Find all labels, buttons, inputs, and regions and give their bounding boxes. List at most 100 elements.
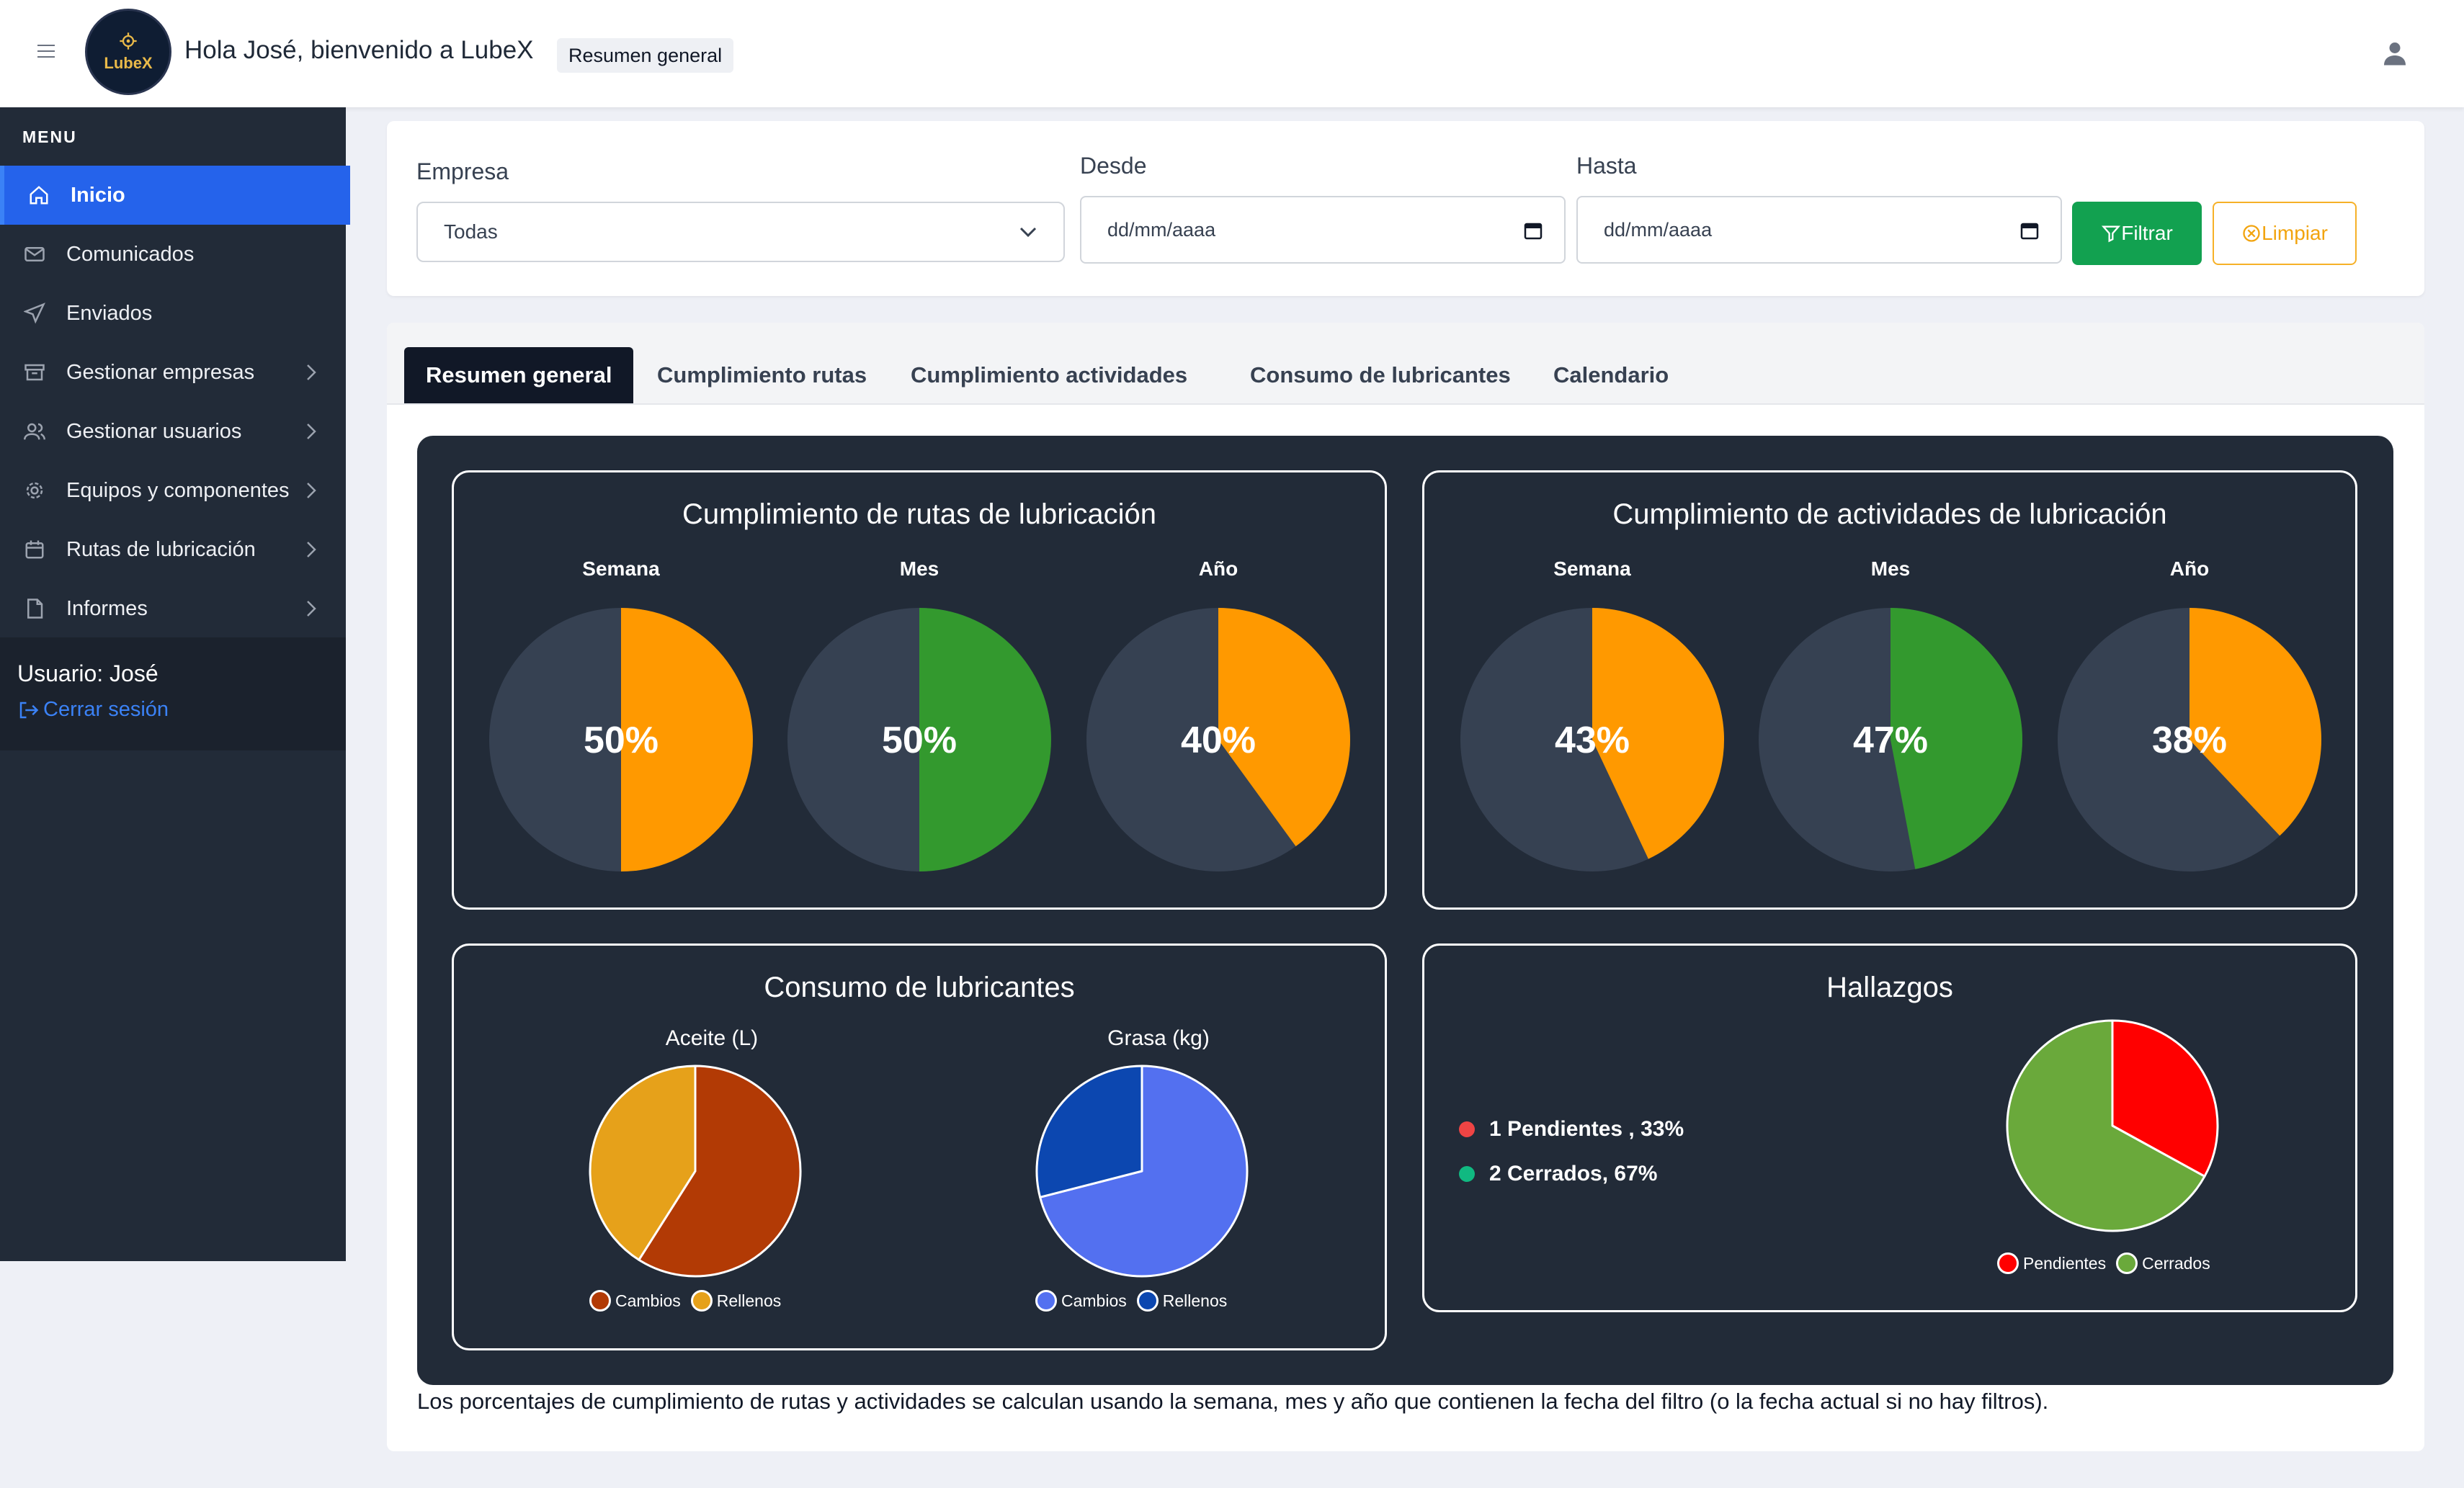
logout-label: Cerrar sesión — [43, 698, 169, 721]
user-account-icon[interactable] — [2382, 40, 2408, 66]
limpiar-button[interactable]: Limpiar — [2213, 202, 2357, 265]
breadcrumb: Resumen general — [557, 38, 734, 73]
sidebar-item-equipos-componentes[interactable]: Equipos y componentes — [0, 461, 346, 520]
empresa-select[interactable]: Todas — [416, 202, 1065, 262]
sidebar-item-label: Rutas de lubricación — [66, 537, 256, 561]
pie-slice-cerrados[interactable] — [2006, 1019, 2206, 1232]
legend-pendientes[interactable]: Pendientes — [1997, 1252, 2106, 1274]
cerrados-text: 2 Cerrados, 67% — [1489, 1162, 1658, 1186]
sidebar-item-enviados[interactable]: Enviados — [0, 284, 346, 343]
hallazgos-pie — [2006, 1019, 2219, 1232]
tab-cumplimiento-rutas[interactable]: Cumplimiento rutas — [657, 362, 867, 387]
pie-value-slice[interactable] — [621, 608, 753, 871]
gear-icon — [23, 479, 46, 502]
legend-label: Cerrados — [2142, 1253, 2210, 1273]
sidebar-item-label: Inicio — [71, 183, 125, 207]
chevron-down-icon — [1019, 227, 1037, 238]
legend-cerrados[interactable]: Cerrados — [2116, 1252, 2210, 1274]
legend-label: Cambios — [615, 1291, 681, 1310]
filtrar-label: Filtrar — [2121, 222, 2173, 244]
desde-label: Desde — [1080, 153, 1147, 179]
pie-value-slice[interactable] — [919, 608, 1051, 871]
tab-cumplimiento-actividades[interactable]: Cumplimiento actividades — [911, 362, 1188, 387]
tab-calendario[interactable]: Calendario — [1553, 362, 1669, 387]
hamburger-menu-icon[interactable] — [37, 45, 55, 58]
pie-slice-rellenos[interactable] — [589, 1065, 697, 1261]
logout-icon — [19, 702, 39, 718]
pendientes-dot — [1459, 1121, 1475, 1137]
legend-swatch — [2116, 1252, 2138, 1274]
sidebar-item-label: Enviados — [66, 301, 153, 325]
pie-value-slice[interactable] — [1592, 608, 1724, 859]
pie-percent-label: 50% — [584, 720, 659, 761]
greeting-text: Hola José, bienvenido a LubeX — [184, 36, 534, 64]
sidebar-item-gestionar-usuarios[interactable]: Gestionar usuarios — [0, 402, 346, 461]
legend-swatch — [1035, 1290, 1057, 1312]
tab-resumen-general[interactable]: Resumen general — [404, 347, 634, 403]
sidebar-item-comunicados[interactable]: Comunicados — [0, 225, 346, 284]
consumo-panel: Consumo de lubricantes Aceite (L) Grasa … — [452, 944, 1387, 1350]
filtrar-button[interactable]: Filtrar — [2072, 202, 2202, 265]
sidebar: MENU Inicio Comunicados Enviados Gestion… — [0, 107, 350, 1261]
consumo-title: Consumo de lubricantes — [764, 972, 1075, 1003]
sidebar-item-inicio[interactable]: Inicio — [0, 166, 350, 225]
legend-rellenos[interactable]: Rellenos — [1136, 1290, 1228, 1312]
hasta-placeholder: dd/mm/aaaa — [1604, 219, 1713, 241]
rutas-semana-label: Semana — [582, 557, 660, 580]
chevron-right-icon — [307, 364, 316, 380]
lubex-logo[interactable]: LubeX — [85, 9, 171, 95]
desde-date-input[interactable]: dd/mm/aaaa — [1080, 196, 1566, 264]
rutas-title: Cumplimiento de rutas de lubricación — [682, 498, 1157, 530]
legend-label: Rellenos — [1162, 1291, 1228, 1310]
send-icon — [23, 302, 46, 325]
pie-slice-cambios[interactable] — [638, 1065, 802, 1278]
sidebar-item-rutas-lubricacion[interactable]: Rutas de lubricación — [0, 520, 346, 579]
chevron-right-icon — [307, 601, 316, 617]
pie-percent-label: 47% — [1853, 720, 1928, 761]
rutas-mes-label: Mes — [899, 557, 939, 580]
pie-value-slice[interactable] — [2190, 608, 2321, 836]
pie-slice-rellenos[interactable] — [1035, 1065, 1143, 1198]
menu-label: MENU — [22, 127, 77, 146]
pendientes-text: 1 Pendientes , 33% — [1489, 1117, 1684, 1141]
pie-value-slice[interactable] — [1218, 608, 1350, 847]
hallazgos-panel: Hallazgos 1 Pendientes , 33% 2 Cerrados,… — [1422, 944, 2357, 1312]
logout-link[interactable]: Cerrar sesión — [17, 698, 169, 722]
pie-percent-label: 40% — [1181, 720, 1256, 761]
home-icon — [27, 184, 50, 207]
actividades-semana-label: Semana — [1553, 557, 1631, 580]
legend-swatch — [1136, 1290, 1159, 1312]
actividades-title: Cumplimiento de actividades de lubricaci… — [1612, 498, 2167, 530]
grasa-legend: Cambios Rellenos — [1035, 1290, 1237, 1312]
hallazgos-legend: Pendientes Cerrados — [1997, 1252, 2220, 1274]
legend-label: Rellenos — [716, 1291, 782, 1310]
clear-circle-icon — [2243, 225, 2260, 242]
top-header: LubeX Hola José, bienvenido a LubeX Resu… — [0, 0, 2464, 107]
limpiar-label: Limpiar — [2262, 222, 2328, 244]
calendar-picker-icon[interactable] — [1524, 220, 1543, 241]
pie-value-slice[interactable] — [1891, 608, 2022, 869]
pie-slice-cambios[interactable] — [1039, 1065, 1249, 1278]
hallazgos-title: Hallazgos — [1826, 972, 1953, 1003]
archive-icon — [23, 361, 46, 384]
consumo-pies — [589, 1065, 1249, 1278]
pie-slice-pendientes[interactable] — [2111, 1019, 2219, 1178]
legend-cambios[interactable]: Cambios — [1035, 1290, 1127, 1312]
tab-consumo-lubricantes[interactable]: Consumo de lubricantes — [1250, 362, 1511, 387]
sidebar-item-label: Gestionar usuarios — [66, 419, 242, 443]
sidebar-item-gestionar-empresas[interactable]: Gestionar empresas — [0, 343, 346, 402]
actividades-mes-label: Mes — [1870, 557, 1911, 580]
actividades-ano-label: Año — [2169, 557, 2210, 580]
pie-percent-label: 38% — [2152, 720, 2227, 761]
legend-rellenos[interactable]: Rellenos — [690, 1290, 782, 1312]
calendar-icon — [23, 538, 46, 561]
user-box: Usuario: José Cerrar sesión — [0, 637, 346, 750]
sidebar-item-label: Equipos y componentes — [66, 478, 290, 502]
hallazgos-pendientes-row: 1 Pendientes , 33% — [1459, 1117, 1684, 1142]
hasta-date-input[interactable]: dd/mm/aaaa — [1576, 196, 2062, 264]
sidebar-item-informes[interactable]: Informes — [0, 579, 346, 638]
dashboard-panel: Cumplimiento de rutas de lubricación Sem… — [417, 436, 2393, 1385]
legend-swatch — [589, 1290, 611, 1312]
legend-cambios[interactable]: Cambios — [589, 1290, 681, 1312]
calendar-picker-icon[interactable] — [2020, 220, 2039, 241]
